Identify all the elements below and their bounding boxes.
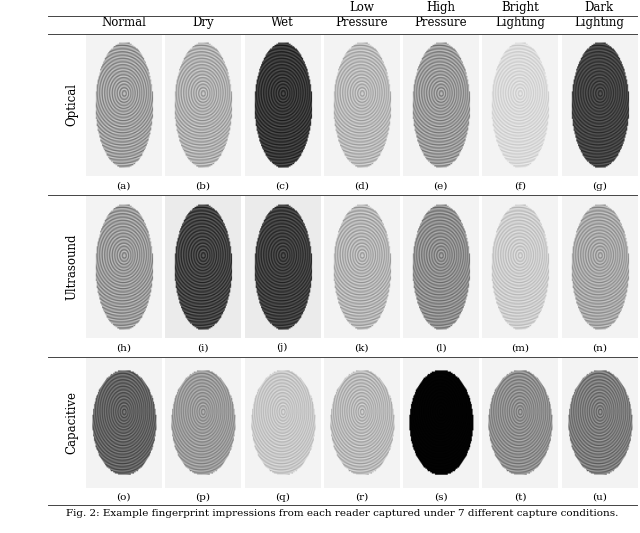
Text: (i): (i): [197, 343, 209, 352]
Text: (p): (p): [195, 492, 211, 502]
Text: (f): (f): [514, 182, 526, 191]
Text: (u): (u): [592, 492, 607, 502]
Text: Wet: Wet: [271, 17, 294, 29]
Text: (e): (e): [433, 182, 448, 191]
Text: (k): (k): [354, 343, 369, 352]
Text: (s): (s): [434, 492, 447, 502]
Text: (h): (h): [116, 343, 131, 352]
Text: (g): (g): [592, 182, 607, 191]
Text: (q): (q): [275, 492, 289, 502]
Text: (r): (r): [355, 492, 368, 502]
Text: Capacitive: Capacitive: [65, 391, 79, 454]
Text: (t): (t): [514, 492, 526, 502]
Text: Fig. 2: Example fingerprint impressions from each reader captured under 7 differ: Fig. 2: Example fingerprint impressions …: [66, 509, 619, 518]
Text: (o): (o): [116, 492, 131, 502]
Text: Dark
Lighting: Dark Lighting: [574, 1, 624, 29]
Text: High
Pressure: High Pressure: [414, 1, 467, 29]
Text: Normal: Normal: [101, 17, 146, 29]
Text: Dry: Dry: [192, 17, 214, 29]
Text: (b): (b): [195, 182, 211, 191]
Text: (d): (d): [354, 182, 369, 191]
Text: (m): (m): [511, 343, 529, 352]
Text: (l): (l): [435, 343, 447, 352]
Text: (c): (c): [275, 182, 289, 191]
Text: (j): (j): [276, 343, 288, 352]
Text: (a): (a): [116, 182, 131, 191]
Text: Optical: Optical: [65, 84, 79, 126]
Text: Ultrasound: Ultrasound: [65, 233, 79, 300]
Text: Low
Pressure: Low Pressure: [335, 1, 388, 29]
Text: Bright
Lighting: Bright Lighting: [495, 1, 545, 29]
Text: (n): (n): [592, 343, 607, 352]
